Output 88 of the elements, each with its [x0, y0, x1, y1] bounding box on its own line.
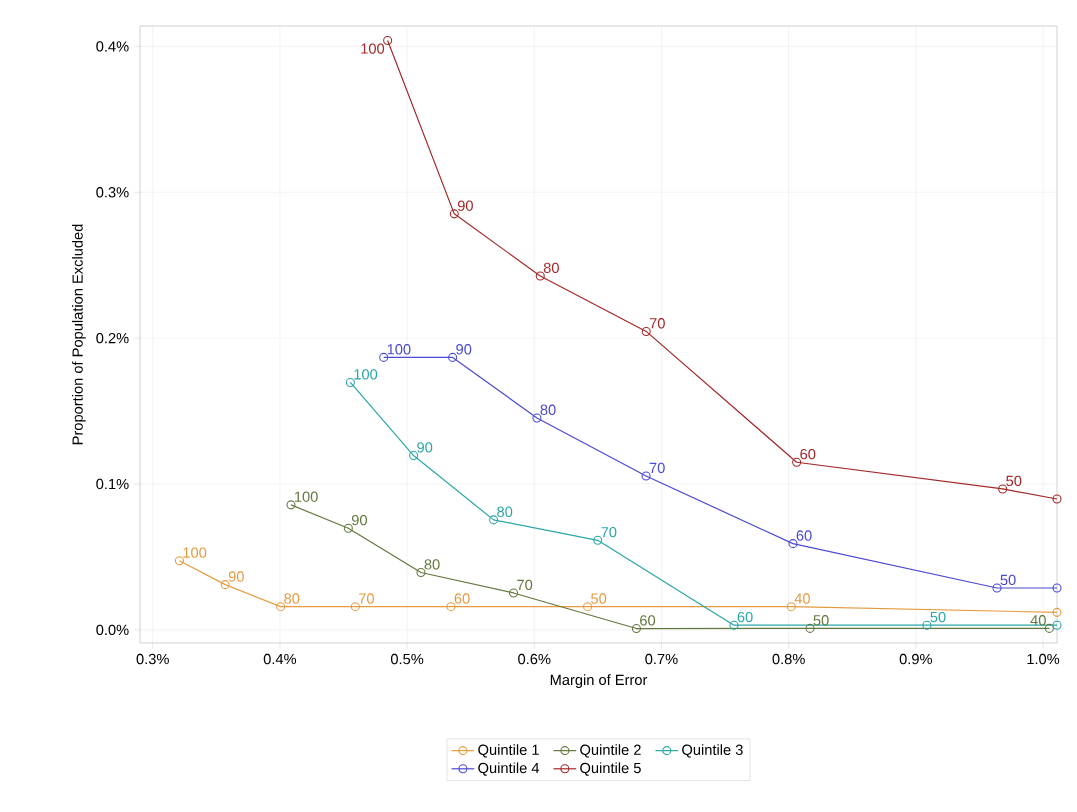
annotation: 60 [800, 448, 816, 460]
annotation: 80 [424, 559, 440, 570]
point [449, 209, 459, 219]
point [532, 413, 542, 423]
x-axis-title: Margin of Error [550, 674, 648, 688]
point [446, 602, 456, 612]
point [448, 352, 458, 362]
y-tick-label: 0.1% [96, 478, 129, 490]
legend-label: Quintile 4 [478, 762, 540, 776]
x-tick-label: 0.5% [390, 653, 424, 665]
annotation: 60 [796, 530, 812, 541]
point [998, 484, 1008, 494]
point [922, 620, 932, 630]
annotation: 80 [540, 404, 556, 415]
point [345, 377, 355, 388]
annotation: 70 [649, 318, 665, 329]
legend-label: Quintile 5 [580, 762, 641, 776]
annotation: 90 [417, 442, 433, 453]
annotation: 70 [649, 462, 665, 474]
annotation: 100 [361, 43, 385, 54]
y-tick-label: 0.2% [96, 332, 129, 344]
x-tick-label: 0.8% [772, 653, 805, 665]
point [1052, 583, 1062, 593]
point [631, 624, 641, 634]
point [379, 352, 389, 362]
point [343, 523, 353, 533]
point [593, 535, 603, 545]
annotation: 60 [640, 615, 656, 626]
x-tick-label: 1.0% [1027, 653, 1060, 665]
annotation: 40 [1030, 615, 1046, 626]
annotation: 100 [295, 491, 318, 502]
annotation: 100 [354, 369, 378, 380]
point [489, 515, 499, 525]
y-tick-label: 0.0% [96, 624, 129, 636]
annotation: 50 [591, 593, 607, 604]
annotation: 50 [930, 611, 946, 623]
annotation: 90 [351, 514, 367, 526]
point [535, 271, 545, 281]
annotation: 100 [183, 547, 207, 558]
annotation: 40 [794, 593, 810, 604]
annotation: 70 [359, 593, 374, 604]
point [1052, 620, 1062, 630]
annotation: 90 [228, 571, 244, 582]
point [350, 602, 360, 612]
point [276, 602, 286, 612]
point [583, 602, 593, 612]
annotation: 80 [497, 506, 513, 517]
annotation: 50 [1006, 475, 1022, 487]
annotation: 50 [813, 615, 829, 626]
annotation: 60 [454, 593, 470, 604]
x-tick-label: 0.6% [518, 653, 551, 665]
point [1052, 607, 1062, 617]
point [509, 588, 519, 598]
point [992, 583, 1002, 593]
point [220, 580, 230, 590]
point [786, 602, 796, 612]
annotation: 90 [456, 344, 472, 355]
point [729, 620, 739, 630]
point [792, 457, 802, 467]
point [416, 567, 426, 578]
annotation: 80 [543, 262, 559, 274]
point [1044, 623, 1054, 633]
x-tick-label: 0.9% [899, 653, 933, 665]
point [174, 556, 184, 566]
point [641, 471, 651, 481]
point [383, 35, 393, 45]
point [409, 451, 419, 461]
x-tick-label: 0.3% [136, 653, 169, 665]
legend-label: Quintile 3 [682, 744, 743, 758]
annotation: 60 [737, 611, 753, 623]
y-axis-title: Proportion of Population Excluded [72, 224, 86, 445]
y-tick-label: 0.4% [96, 41, 129, 52]
point [788, 539, 798, 549]
annotation: 100 [387, 344, 411, 355]
x-tick-label: 0.4% [263, 653, 297, 665]
y-tick-label: 0.3% [96, 187, 129, 198]
annotation: 50 [1000, 574, 1016, 586]
point [286, 500, 296, 510]
annotation: 70 [517, 579, 533, 591]
legend-label: Quintile 2 [580, 744, 641, 758]
annotation: 90 [457, 200, 473, 211]
legend-label: Quintile 1 [478, 744, 539, 758]
annotation: 80 [284, 593, 300, 604]
point [641, 326, 651, 336]
annotation: 70 [601, 527, 617, 538]
point [1052, 494, 1062, 504]
point [805, 623, 815, 633]
x-tick-label: 0.7% [645, 653, 678, 665]
